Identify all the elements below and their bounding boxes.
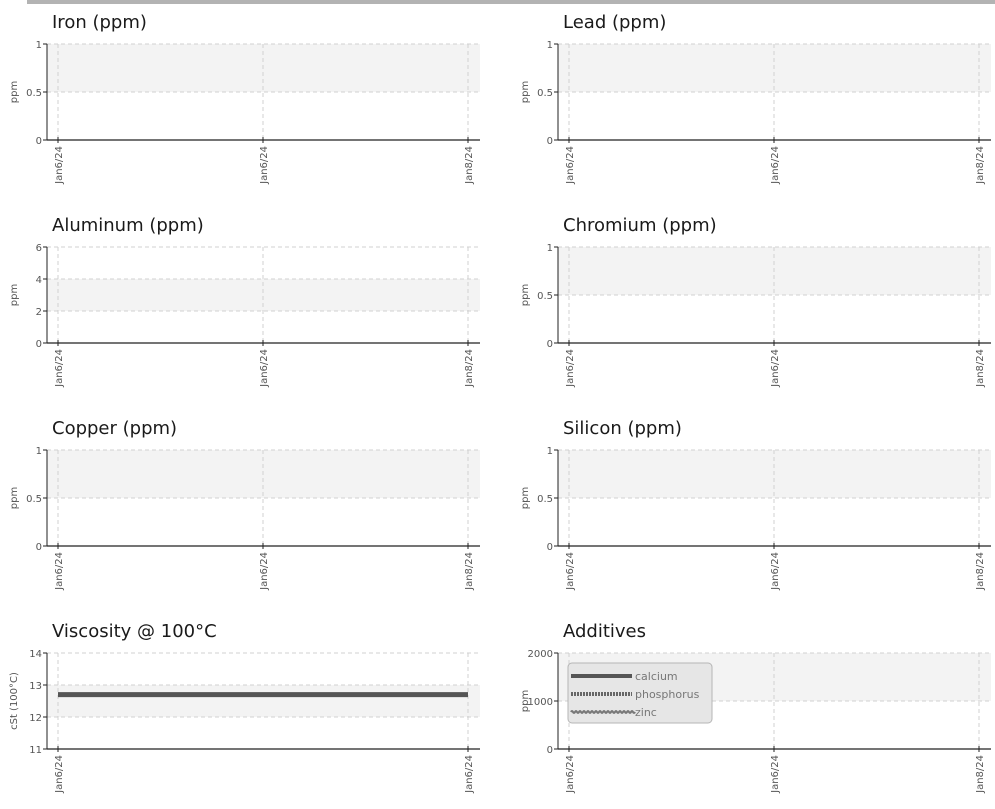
y-tick-label: 0 (547, 542, 553, 553)
x-tick-label: Jan8/24 (464, 349, 475, 388)
chart-svg: 0 0.5 1 ppm Jan6/24 Jan6/24 Jan8/24 (520, 243, 991, 388)
legend-label: phosphorus (635, 688, 700, 701)
chart-title: Iron (ppm) (52, 12, 147, 33)
chart-panel-silicon: Silicon (ppm) 0 0.5 1 ppm Jan6/24 Jan6/24 Jan8… (511, 406, 995, 606)
chart-panel-chromium: Chromium (ppm) 0 0.5 1 ppm Jan6/24 Jan6/24 Jan… (511, 203, 995, 403)
y-tick-label: 14 (29, 649, 42, 660)
chart-svg: 0 2 4 6 ppm Jan6/24 Jan6/24 Jan8/24 (9, 243, 480, 388)
chart-panel-additives: Additives 0 1000 2000 ppm Jan6/24 Jan6/24 Jan8… (511, 609, 995, 809)
chart-panel-iron: Iron (ppm) 0 0.5 1 ppm Jan6/24 Jan6/24 Jan8/24 (0, 0, 490, 200)
x-tick-label: Jan8/24 (975, 146, 986, 185)
x-tick-label: Jan6/24 (770, 755, 781, 794)
y-tick-label: 0.5 (537, 88, 553, 99)
x-tick-label: Jan6/24 (464, 755, 475, 794)
chart-panel-aluminum: Aluminum (ppm) 0 2 4 6 ppm Jan6/24 Jan6/24 Jan8… (0, 203, 490, 403)
y-tick-label: 13 (29, 681, 42, 692)
y-tick-label: 1 (36, 40, 42, 51)
y-tick-label: 1000 (528, 697, 553, 708)
y-tick-label: 0 (547, 745, 553, 756)
chart-panel-viscosity: Viscosity @ 100°C 11 12 13 14 cSt (100°C) Jan… (0, 609, 490, 809)
y-axis-label: cSt (100°C) (9, 672, 20, 730)
y-axis-label: ppm (520, 284, 531, 306)
y-tick-label: 6 (36, 243, 42, 254)
x-tick-label: Jan6/24 (565, 755, 576, 794)
y-tick-label: 0 (36, 542, 42, 553)
y-tick-label: 1 (547, 446, 553, 457)
x-tick-label: Jan8/24 (975, 349, 986, 388)
y-tick-label: 1 (547, 40, 553, 51)
chart-title: Chromium (ppm) (563, 215, 717, 236)
y-axis-label: ppm (520, 690, 531, 712)
x-tick-label: Jan6/24 (565, 552, 576, 591)
x-tick-label: Jan6/24 (54, 146, 65, 185)
x-tick-label: Jan8/24 (975, 552, 986, 591)
y-tick-label: 0.5 (26, 88, 42, 99)
chart-svg: 0 0.5 1 ppm Jan6/24 Jan6/24 Jan8/24 (9, 446, 480, 591)
y-axis-label: ppm (520, 487, 531, 509)
y-tick-label: 1 (36, 446, 42, 457)
chart-title: Copper (ppm) (52, 418, 178, 439)
chart-svg: 0 0.5 1 ppm Jan6/24 Jan6/24 Jan8/24 (9, 40, 480, 185)
y-tick-label: 0 (547, 339, 553, 350)
chart-svg: 0 0.5 1 ppm Jan6/24 Jan6/24 Jan8/24 (520, 40, 991, 185)
chart-title: Lead (ppm) (563, 12, 667, 33)
y-tick-label: 1 (547, 243, 553, 254)
chart-title: Viscosity @ 100°C (52, 621, 217, 642)
y-tick-label: 0 (547, 136, 553, 147)
x-tick-label: Jan6/24 (770, 349, 781, 388)
x-tick-label: Jan6/24 (54, 552, 65, 591)
chart-svg: 0 1000 2000 ppm Jan6/24 Jan6/24 Jan8/24 calcium… (520, 649, 991, 794)
y-tick-label: 0.5 (537, 291, 553, 302)
y-tick-label: 12 (29, 713, 42, 724)
y-tick-label: 2 (36, 307, 42, 318)
chart-panel-lead: Lead (ppm) 0 0.5 1 ppm Jan6/24 Jan6/24 Jan8/24 (511, 0, 995, 200)
chart-title: Aluminum (ppm) (52, 215, 204, 236)
legend-label: calcium (635, 670, 678, 683)
y-tick-label: 4 (36, 275, 42, 286)
top-divider (27, 0, 995, 4)
y-axis-label: ppm (9, 487, 20, 509)
x-tick-label: Jan6/24 (565, 349, 576, 388)
y-axis-label: ppm (520, 81, 531, 103)
chart-panel-copper: Copper (ppm) 0 0.5 1 ppm Jan6/24 Jan6/24 Jan8/… (0, 406, 490, 606)
y-tick-label: 0 (36, 136, 42, 147)
y-tick-label: 0.5 (26, 494, 42, 505)
x-tick-label: Jan6/24 (259, 146, 270, 185)
x-tick-label: Jan6/24 (770, 552, 781, 591)
chart-svg: 0 0.5 1 ppm Jan6/24 Jan6/24 Jan8/24 (520, 446, 991, 591)
x-tick-label: Jan8/24 (975, 755, 986, 794)
y-tick-label: 11 (29, 745, 42, 756)
x-tick-label: Jan6/24 (54, 349, 65, 388)
reference-band (47, 685, 480, 717)
chart-svg: 11 12 13 14 cSt (100°C) Jan6/24 Jan6/24 (9, 649, 480, 794)
x-tick-label: Jan8/24 (464, 146, 475, 185)
chart-title: Additives (563, 621, 647, 642)
x-tick-label: Jan6/24 (259, 552, 270, 591)
x-tick-label: Jan8/24 (464, 552, 475, 591)
legend-swatch (570, 710, 636, 714)
y-axis-label: ppm (9, 284, 20, 306)
x-tick-label: Jan6/24 (54, 755, 65, 794)
legend-label: zinc (635, 706, 657, 719)
y-tick-label: 0.5 (537, 494, 553, 505)
x-tick-label: Jan6/24 (565, 146, 576, 185)
x-tick-label: Jan6/24 (259, 349, 270, 388)
y-tick-label: 2000 (528, 649, 553, 660)
chart-title: Silicon (ppm) (563, 418, 682, 439)
x-tick-label: Jan6/24 (770, 146, 781, 185)
y-axis-label: ppm (9, 81, 20, 103)
y-tick-label: 0 (36, 339, 42, 350)
